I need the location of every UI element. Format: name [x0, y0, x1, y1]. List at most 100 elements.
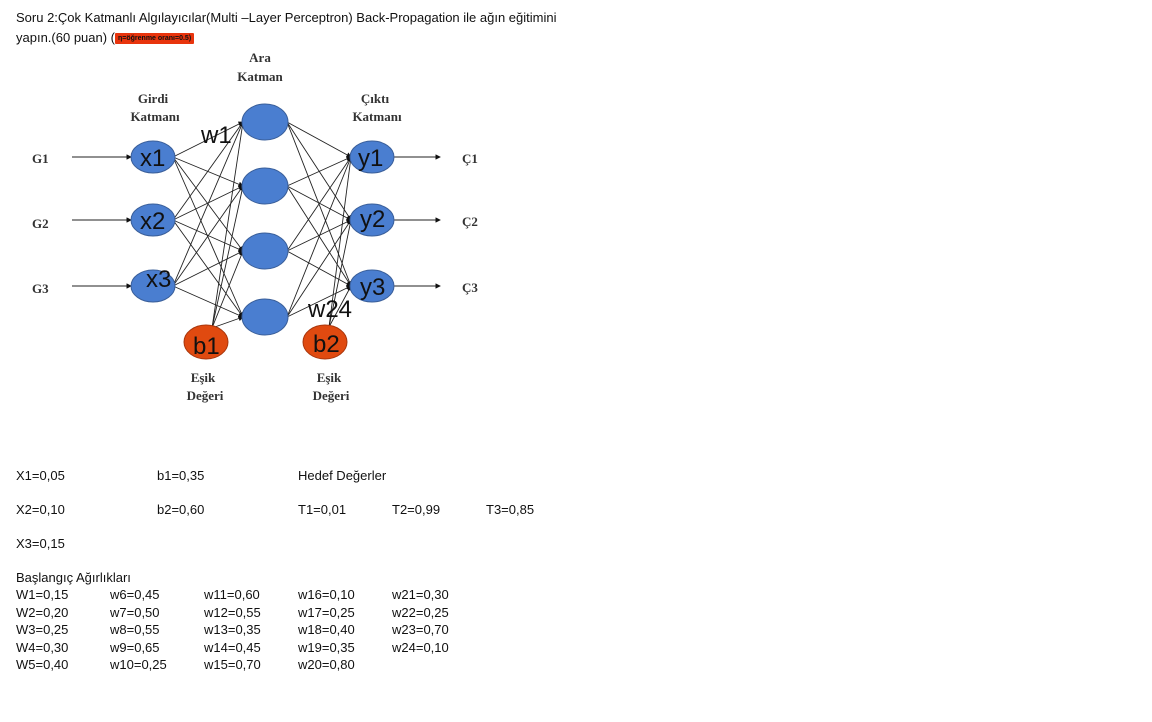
weight-label-w1: w1: [200, 122, 232, 149]
node-label-x3: x3: [146, 266, 171, 293]
question-line-1: Soru 2:Çok Katmanlı Algılayıcılar(Multi …: [16, 10, 557, 25]
value-b2: b2=0,60: [157, 502, 205, 517]
learning-rate-highlight: η=öğrenme oranı=0.5): [115, 33, 195, 44]
value-b1: b1=0,35: [157, 468, 205, 483]
connection-h4-out1: [286, 156, 352, 318]
connection-h2-out1: [286, 156, 352, 187]
output-node-y3: [349, 269, 395, 303]
weight-w21: w21=0,30: [392, 587, 449, 602]
weight-w19: w19=0,35: [298, 639, 355, 655]
weight-w17: w17=0,25: [298, 604, 355, 620]
weight-w10: w10=0,25: [110, 657, 167, 672]
node-label-b1: b1: [193, 333, 220, 360]
weight-w23: w23=0,70: [392, 622, 449, 637]
hidden-node-1: [241, 103, 289, 141]
weight-w22: w22=0,25: [392, 604, 449, 620]
connection-h1-out1: [286, 121, 352, 158]
connection-h3-out2: [286, 219, 352, 252]
weight-w8: w8=0,55: [110, 622, 160, 637]
input-label-g2: G2: [32, 216, 49, 231]
hidden-layer-label-top: Ara: [249, 50, 271, 65]
connection-in3-h2: [172, 185, 244, 287]
io-arrows: [72, 154, 441, 289]
weight-w3: W3=0,25: [16, 622, 69, 637]
node-label-y3: y3: [360, 274, 385, 301]
connection-b2-out1: [328, 156, 354, 328]
weights-title: Başlangıç Ağırlıkları: [16, 570, 131, 585]
bias-label-2a: Eşik: [317, 370, 342, 385]
node-label-y2: y2: [360, 206, 385, 233]
weight-w12: w12=0,55: [204, 604, 261, 620]
input-label-g1: G1: [32, 151, 49, 166]
connection-h2-out2: [286, 185, 352, 221]
network-diagram: Ara Katman Girdi Katmanı Çıktı Katmanı G…: [32, 50, 478, 403]
connection-b2-out3: [328, 285, 352, 328]
hidden-node-3: [241, 232, 289, 270]
weight-w24: w24=0,10: [392, 639, 449, 655]
connection-in1-h1: [172, 121, 244, 158]
connection-h4-out3: [286, 285, 352, 318]
target-t3: T3=0,85: [486, 502, 535, 517]
connection-h1-out2: [286, 121, 352, 221]
weight-w13: w13=0,35: [204, 622, 261, 637]
output-node-y2: [349, 203, 395, 237]
weight-w16: w16=0,10: [298, 587, 355, 602]
connection-b1-h2: [211, 185, 245, 329]
weight-w20: w20=0,80: [298, 657, 355, 672]
bias-node-b2: [302, 324, 348, 360]
target-t2: T2=0,99: [392, 502, 441, 517]
hidden-node-2: [241, 167, 289, 205]
connection-b1-h1: [211, 121, 246, 329]
value-x3: X3=0,15: [16, 536, 65, 551]
output-label-c1: Ç1: [462, 151, 478, 166]
connection-lines: [172, 121, 354, 329]
weight-w1: W1=0,15: [16, 587, 69, 602]
input-node-x3: [130, 269, 176, 303]
hidden-layer-label: Katman: [237, 69, 283, 84]
bias-label-1a: Eşik: [191, 370, 216, 385]
output-node-y1: [349, 140, 395, 174]
weight-w6: w6=0,45: [110, 587, 160, 602]
weight-w11: w11=0,60: [204, 587, 260, 602]
weight-label-w24: w24: [307, 296, 352, 323]
connection-in3-h4: [172, 285, 244, 318]
weight-w5: W5=0,40: [16, 657, 69, 672]
weights-column-4: w16=0,10 w17=0,25 w18=0,40 w19=0,35 w20=…: [298, 587, 355, 675]
output-label-c2: Ç2: [462, 214, 478, 229]
weight-w14: w14=0,45: [204, 639, 261, 655]
weights-column-5: w21=0,30 w22=0,25 w23=0,70 w24=0,10: [392, 587, 449, 657]
connection-b2-out2: [328, 219, 353, 328]
input-layer-label-2: Katmanı: [130, 109, 180, 124]
input-label-g3: G3: [32, 281, 49, 296]
connection-b1-h3: [211, 250, 244, 329]
target-t1: T1=0,01: [298, 502, 347, 517]
question-line-2: yapın.(60 puan) (η=öğrenme oranı=0.5): [16, 30, 195, 45]
question-line-2-text: yapın.(60 puan) (: [16, 30, 116, 45]
output-layer-label-2: Katmanı: [352, 109, 402, 124]
connection-in1-h4: [172, 156, 244, 318]
connection-in3-h1: [172, 121, 244, 287]
connection-b1-h4: [211, 315, 244, 329]
hidden-node-4: [241, 298, 289, 336]
weights-column-2: w6=0,45 w7=0,50 w8=0,55 w9=0,65 w10=0,25: [110, 587, 167, 675]
bias-label-2b: Değeri: [313, 388, 350, 403]
connection-h3-out1: [286, 156, 352, 252]
weight-w9: w9=0,65: [110, 639, 160, 655]
node-label-x2: x2: [140, 208, 165, 235]
node-label-b2: b2: [313, 331, 340, 358]
weight-w4: W4=0,30: [16, 639, 69, 655]
node-label-x1: x1: [140, 145, 165, 172]
output-layer-label-1: Çıktı: [361, 91, 390, 106]
input-layer-label-1: Girdi: [138, 91, 169, 106]
bias-label-1b: Değeri: [187, 388, 224, 403]
targets-title: Hedef Değerler: [298, 468, 387, 483]
weight-w2: W2=0,20: [16, 604, 69, 620]
input-node-x2: [130, 203, 176, 237]
value-x2: X2=0,10: [16, 502, 65, 517]
output-label-c3: Ç3: [462, 280, 478, 295]
connection-in3-h3: [172, 250, 244, 287]
weight-w7: w7=0,50: [110, 604, 160, 620]
bias-node-b1: [183, 324, 229, 360]
value-x1: X1=0,05: [16, 468, 65, 483]
weights-column-1: W1=0,15 W2=0,20 W3=0,25 W4=0,30 W5=0,40: [16, 587, 68, 675]
